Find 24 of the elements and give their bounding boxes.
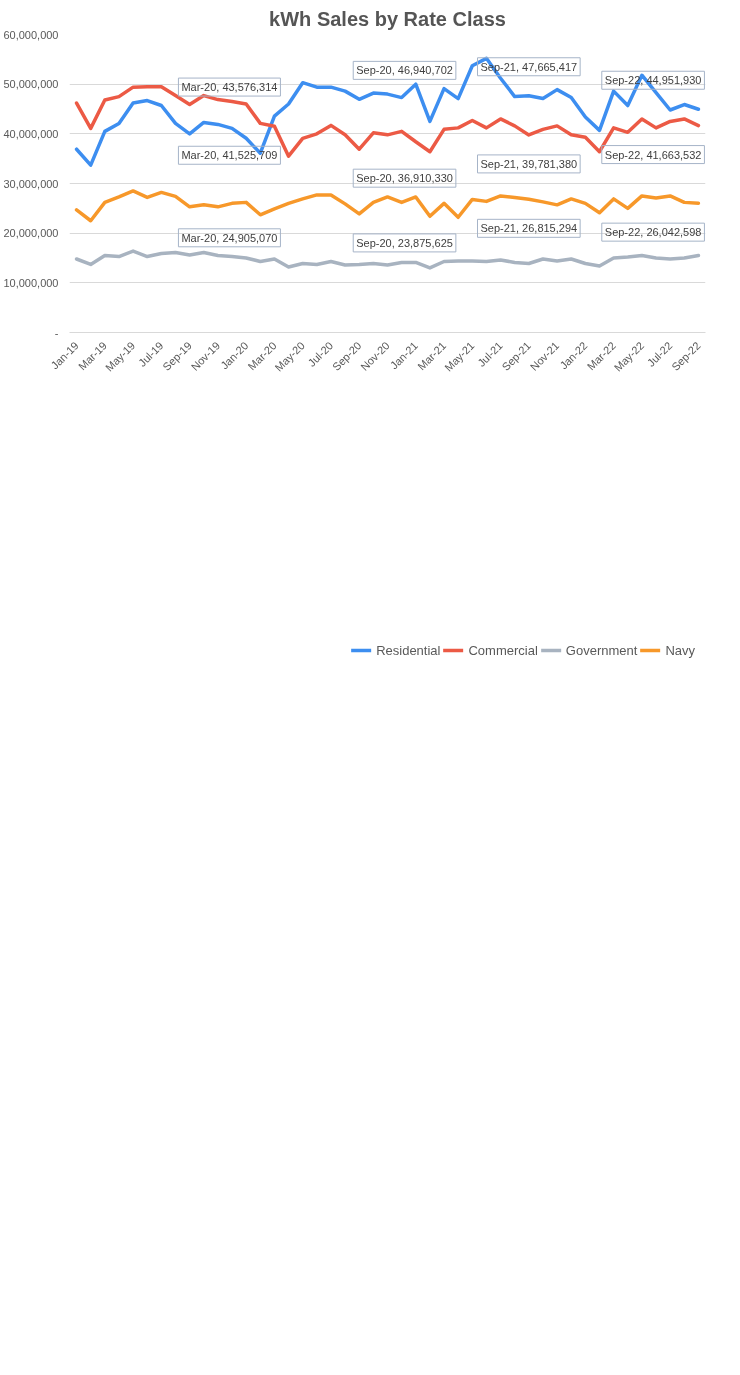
annotation: Mar-20, 43,576,314 — [181, 81, 278, 94]
annotation: Mar-20, 24,905,070 — [181, 231, 278, 244]
legend-label: Navy — [665, 642, 695, 658]
annotation: Sep-22, 41,663,532 — [604, 148, 702, 161]
annotation: Mar-20, 41,525,709 — [181, 149, 278, 162]
line-series — [74, 249, 701, 270]
annotation: Sep-21, 39,781,380 — [480, 157, 578, 170]
annotation: Sep-21, 26,815,294 — [480, 222, 578, 235]
y-tick-label: - — [54, 326, 59, 339]
annotation: Sep-20, 46,940,702 — [356, 64, 453, 77]
y-tick-label: 20,000,000 — [3, 227, 59, 240]
annotation: Sep-20, 36,910,330 — [356, 172, 453, 185]
legend-label: Residential — [376, 642, 441, 658]
y-tick-label: 10,000,000 — [3, 276, 59, 289]
legend-label: Commercial — [468, 642, 538, 658]
y-tick-label: 40,000,000 — [3, 127, 59, 140]
annotation: Sep-22, 26,042,598 — [604, 226, 702, 239]
legend-label: Government — [565, 642, 638, 658]
annotation: Sep-20, 23,875,625 — [356, 236, 453, 249]
y-tick-label: 60,000,000 — [3, 28, 59, 41]
y-tick-label: 30,000,000 — [3, 177, 59, 190]
chart-title: kWh Sales by Rate Class — [269, 7, 506, 30]
line-series — [74, 189, 701, 223]
y-tick-label: 50,000,000 — [3, 78, 59, 91]
